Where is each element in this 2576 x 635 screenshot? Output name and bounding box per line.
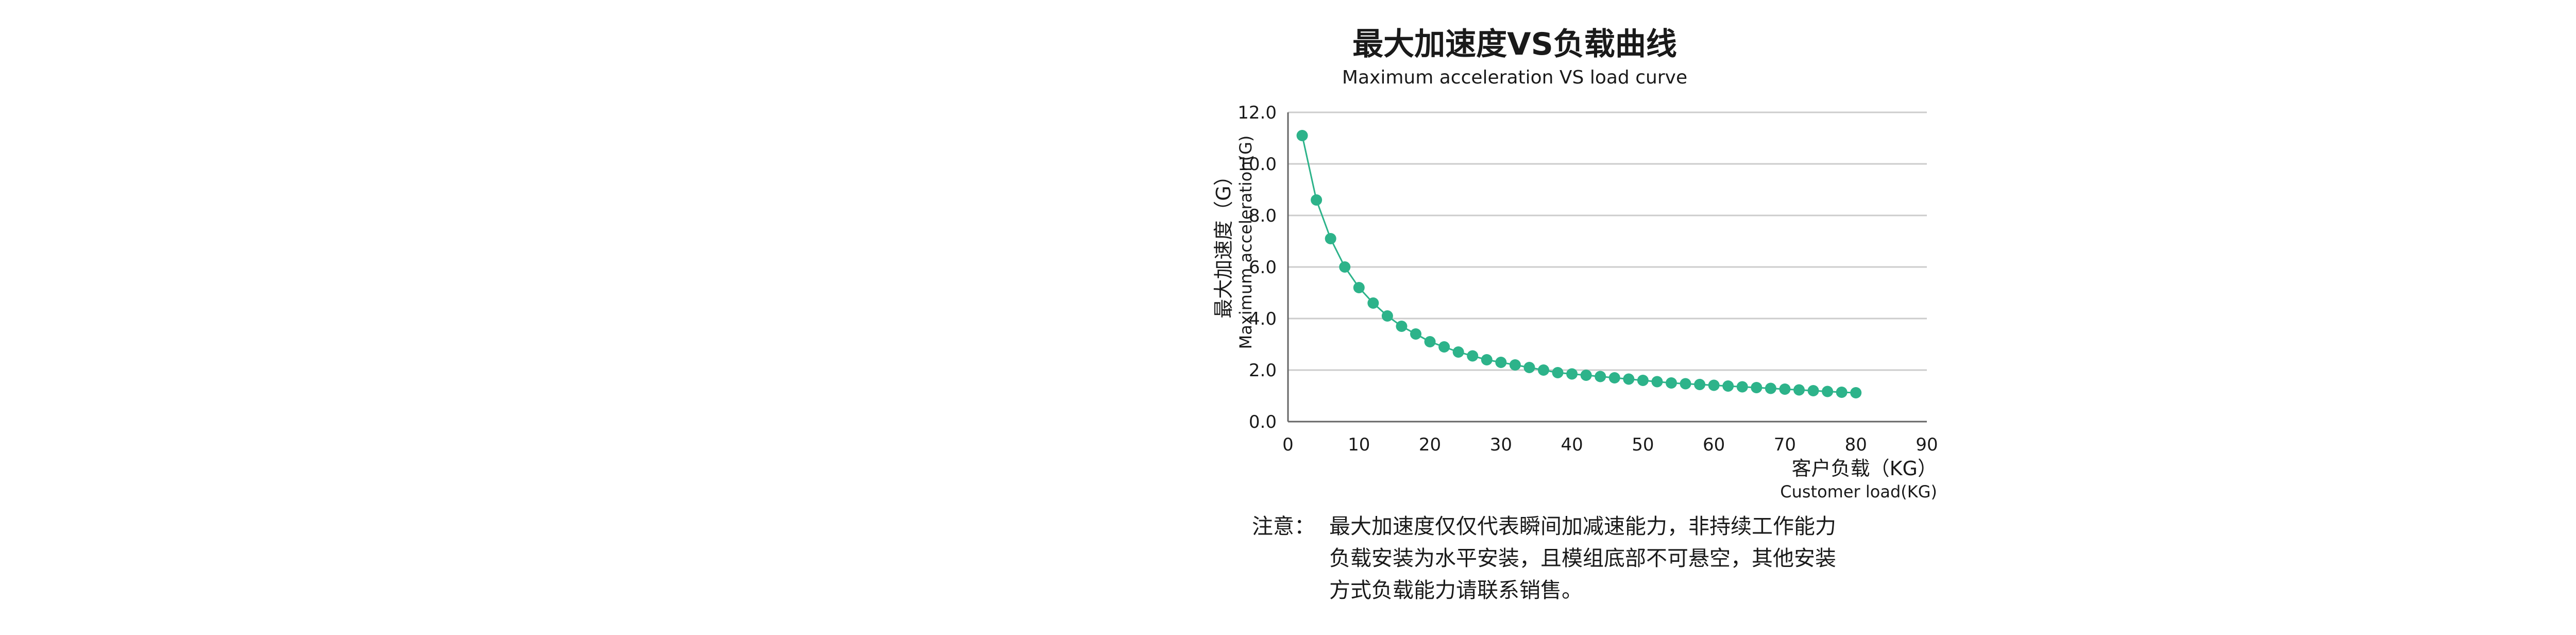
chart-subtitle: Maximum acceleration VS load curve — [1342, 67, 1688, 88]
data-point — [1353, 282, 1365, 293]
data-point — [1580, 370, 1592, 381]
data-point — [1694, 379, 1706, 390]
data-point — [1509, 359, 1521, 371]
data-point — [1722, 380, 1734, 392]
x-axis-label: 客户负载（KG） Customer load(KG) — [1726, 457, 1937, 502]
data-point — [1793, 384, 1805, 396]
y-tick-label: 8.0 — [1249, 206, 1277, 226]
x-tick-label: 80 — [1845, 435, 1867, 455]
note-line: 负载安装为水平安装，且模组底部不可悬空，其他安装 — [1329, 546, 1836, 571]
y-tick-label: 4.0 — [1249, 309, 1277, 329]
data-point — [1651, 376, 1663, 388]
y-tick-label: 6.0 — [1249, 257, 1277, 278]
data-point — [1381, 310, 1393, 322]
x-tick-label: 10 — [1348, 435, 1370, 455]
data-point — [1680, 378, 1691, 390]
y-tick-label: 10.0 — [1238, 154, 1277, 175]
data-point — [1637, 375, 1649, 386]
x-tick-label: 50 — [1632, 435, 1654, 455]
data-point — [1623, 373, 1635, 385]
data-point — [1467, 350, 1479, 362]
data-point — [1666, 377, 1677, 389]
data-point — [1424, 336, 1436, 347]
data-point — [1438, 341, 1450, 353]
data-point — [1736, 381, 1748, 393]
x-tick-label: 30 — [1490, 435, 1512, 455]
y-tick-label: 12.0 — [1238, 103, 1277, 123]
data-point — [1566, 368, 1578, 380]
data-point — [1339, 261, 1351, 273]
x-axis-label-cn: 客户负载（KG） — [1791, 457, 1937, 480]
data-point — [1708, 379, 1720, 391]
data-point — [1765, 382, 1776, 394]
data-point — [1325, 233, 1336, 244]
data-point — [1850, 387, 1862, 398]
note-lines: 最大加速度仅仅代表瞬间加减速能力，非持续工作能力 负载安装为水平安装，且模组底部… — [1329, 510, 1836, 606]
data-point — [1822, 386, 1834, 397]
x-tick-label: 60 — [1703, 435, 1725, 455]
data-point — [1751, 382, 1762, 393]
data-point — [1552, 367, 1564, 378]
data-point — [1410, 328, 1421, 340]
data-point — [1495, 357, 1507, 368]
data-point — [1296, 130, 1308, 141]
data-point — [1595, 371, 1606, 382]
data-point — [1311, 194, 1323, 206]
x-tick-label: 0 — [1282, 435, 1294, 455]
y-tick-label: 0.0 — [1249, 412, 1277, 432]
data-point — [1481, 354, 1493, 365]
note-line: 方式负载能力请联系销售。 — [1329, 578, 1583, 603]
x-tick-label: 90 — [1916, 435, 1938, 455]
x-tick-label: 40 — [1561, 435, 1583, 455]
data-point — [1779, 383, 1791, 395]
data-point — [1523, 362, 1535, 373]
data-point — [1367, 297, 1379, 309]
data-point — [1836, 387, 1848, 398]
note-prefix: 注意： — [1252, 514, 1315, 539]
data-point — [1452, 346, 1464, 358]
x-axis-label-en: Customer load(KG) — [1780, 481, 1937, 502]
x-tick-label: 20 — [1419, 435, 1441, 455]
data-point — [1396, 321, 1408, 332]
data-point — [1807, 385, 1819, 396]
y-tick-label: 2.0 — [1249, 360, 1277, 381]
chart-title: 最大加速度VS负载曲线 — [1352, 26, 1677, 62]
data-point — [1538, 364, 1549, 376]
x-tick-label: 70 — [1774, 435, 1796, 455]
series-line — [1301, 135, 1856, 394]
data-point — [1608, 372, 1620, 383]
note-line: 最大加速度仅仅代表瞬间加减速能力，非持续工作能力 — [1329, 514, 1836, 539]
